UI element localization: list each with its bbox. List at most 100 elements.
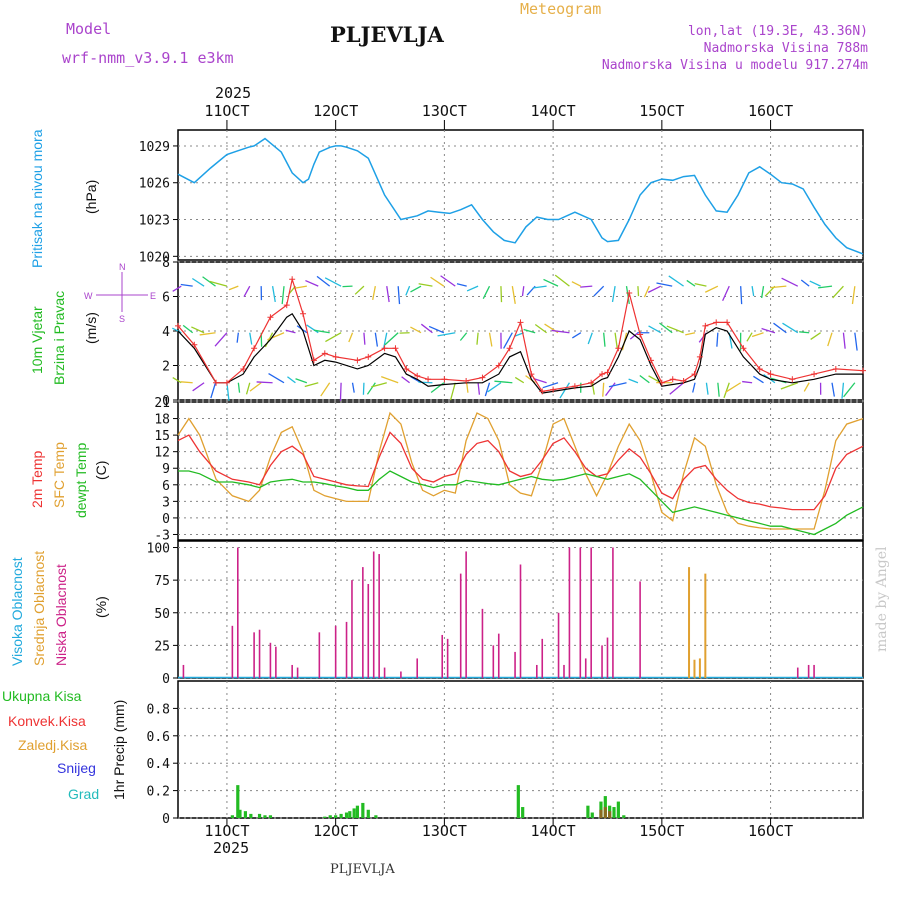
wind-arrow	[192, 277, 205, 287]
panel-4: 0 25 50 75 100	[147, 540, 864, 687]
gust-marker	[789, 376, 796, 383]
wind-label-2: Brzina i Pravac	[51, 291, 67, 385]
wind-arrow	[614, 332, 618, 349]
wind-arrow	[172, 285, 182, 292]
panel-labels: Pritisak na nivou mora (hPa) 10m Vjetar …	[2, 129, 156, 802]
wind-arrow	[532, 285, 547, 289]
wind-arrow	[780, 382, 798, 390]
precip-conv-label: Konvek.Kisa	[8, 713, 86, 729]
wind-arrow	[742, 380, 753, 384]
wind-arrow	[500, 286, 503, 303]
wind-arrow	[313, 329, 330, 334]
gust-marker	[392, 345, 399, 352]
wind-arrow	[324, 277, 342, 287]
panel-2: 0 2 4 6 8	[162, 256, 866, 409]
wind-arrow	[514, 376, 525, 384]
wind-arrow	[494, 380, 513, 384]
y-tick-label: 1026	[139, 177, 170, 192]
gust-marker	[550, 386, 557, 393]
precip-bar	[243, 811, 248, 818]
cloud-unit: (%)	[93, 596, 109, 618]
gust-marker	[811, 371, 818, 378]
gust-marker	[647, 357, 654, 364]
precip-bar	[355, 805, 360, 818]
wind-arrow	[668, 275, 684, 287]
meteogram-title: Meteogram	[520, 0, 602, 18]
wind-arrow	[716, 332, 719, 347]
wind-arrow	[533, 377, 547, 384]
wind-arrow	[554, 274, 570, 287]
precip-bar	[366, 809, 370, 818]
wind-arrow	[410, 326, 422, 334]
wind-arrow	[459, 332, 468, 341]
wind-arrow	[325, 332, 342, 343]
wind-gust-line	[177, 276, 864, 393]
wind-arrow	[371, 382, 387, 388]
wind-arrow	[781, 277, 799, 287]
wind-arrow	[320, 382, 331, 397]
y-tick-label: 0.4	[147, 757, 171, 772]
precip-bar	[263, 815, 267, 818]
wind-arrow	[249, 332, 253, 345]
watermark: made by Angel	[874, 546, 890, 652]
wind-arrow	[643, 285, 650, 298]
precip-bar	[374, 815, 378, 818]
gust-marker	[354, 357, 361, 364]
pressure-unit: (hPa)	[83, 180, 99, 214]
precip-bar	[348, 811, 352, 818]
top-day-label: 16OCT	[748, 102, 793, 120]
wind-arrow	[647, 285, 662, 293]
wind-arrow	[180, 381, 193, 384]
wind-arrow	[770, 285, 787, 289]
wind-arrow	[405, 285, 411, 296]
wind-arrow	[639, 374, 650, 384]
wind-unit: (m/s)	[83, 312, 99, 344]
wind-arrow	[656, 282, 673, 287]
y-tick-label: 100	[147, 542, 170, 557]
y-tick-label: 1029	[139, 140, 170, 155]
y-tick-label: 0	[162, 672, 170, 687]
wind-arrow	[608, 382, 627, 388]
wind-arrow	[339, 382, 342, 401]
gust-marker	[669, 376, 676, 383]
wind-arrow	[172, 376, 182, 384]
model-altitude-label: Nadmorska Visina u modelu 917.274m	[601, 58, 868, 73]
wind-arrow	[285, 329, 296, 334]
precip-bar	[334, 815, 338, 818]
wind-arrow	[410, 285, 422, 293]
wind-arrow	[685, 332, 696, 336]
wind-arrow	[851, 286, 856, 305]
gust-marker	[539, 388, 546, 395]
wind-arrow	[751, 332, 764, 338]
temp-unit: (C)	[93, 461, 109, 480]
wind-arrow	[466, 382, 469, 393]
wind-arrow	[782, 322, 799, 334]
wind-arrow	[420, 323, 433, 334]
wind-speed-line	[177, 312, 863, 394]
wind-arrow	[363, 332, 366, 345]
precip-bar	[352, 808, 356, 818]
dir-east: E	[150, 291, 156, 301]
wind-arrow	[751, 286, 755, 297]
wind-arrow	[449, 382, 456, 401]
precip-bar	[328, 815, 332, 818]
gust-marker	[441, 376, 448, 383]
gust-marker	[191, 341, 198, 348]
wind-arrow	[843, 382, 856, 398]
wind-arrow	[832, 285, 844, 299]
wind-arrow	[437, 332, 456, 337]
precip-bar	[339, 813, 343, 818]
wind-arrow	[521, 286, 525, 297]
sfc-temp-line	[177, 411, 864, 530]
wind-arrow	[294, 285, 307, 289]
wind-arrow	[456, 283, 467, 287]
gust-marker	[414, 372, 421, 379]
model-label: Model	[66, 20, 112, 38]
dir-west: W	[84, 291, 93, 301]
wind-arrow	[753, 375, 764, 384]
gust-marker	[571, 383, 578, 390]
wind-arrow	[295, 378, 308, 384]
wind-arrow	[401, 376, 410, 384]
bottom-day-label: 16OCT	[748, 822, 793, 840]
